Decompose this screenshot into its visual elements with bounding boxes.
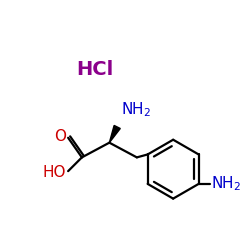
- Text: O: O: [54, 129, 66, 144]
- Text: NH$_2$: NH$_2$: [121, 100, 151, 119]
- Text: HCl: HCl: [76, 60, 113, 78]
- Polygon shape: [109, 126, 120, 143]
- Text: NH$_2$: NH$_2$: [212, 174, 242, 193]
- Text: HO: HO: [43, 164, 66, 180]
